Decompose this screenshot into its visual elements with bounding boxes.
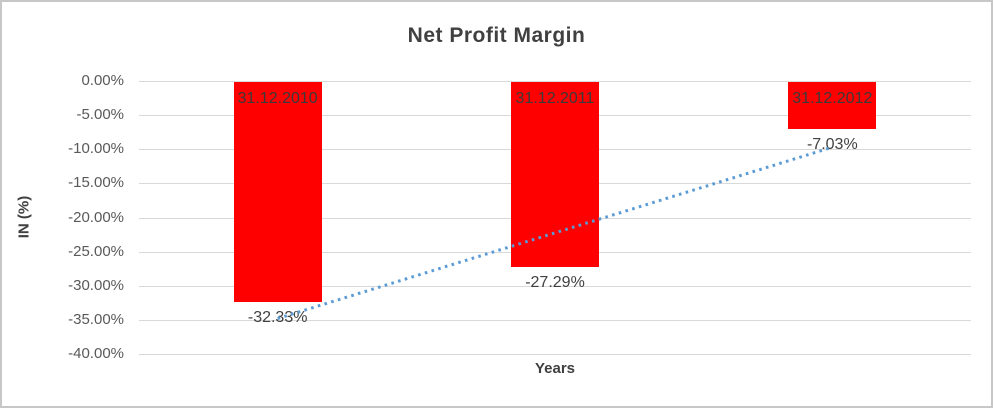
bar-category-label: 31.12.2010 [237, 90, 318, 107]
bar [233, 82, 322, 302]
y-axis-tick-label: -10.00% [68, 140, 124, 158]
y-axis-tick-label: -40.00% [68, 345, 124, 362]
y-axis-tick-label: -15.00% [68, 174, 124, 192]
gridline [139, 81, 971, 82]
y-axis-tick-label: -35.00% [68, 310, 124, 328]
bar-value-label: -27.29% [525, 274, 585, 292]
y-axis-tick-label: -30.00% [68, 276, 124, 294]
bar [788, 82, 877, 129]
y-axis-tick-label: -25.00% [68, 242, 124, 260]
bar-value-label: -32.33% [247, 308, 308, 326]
bar-category-label: 31.12.2012 [792, 90, 873, 107]
bar [511, 82, 599, 268]
y-axis-tick-label: -20.00% [68, 208, 124, 226]
bar-category-label: 31.12.2011 [515, 90, 595, 107]
chart-title: Net Profit Margin [407, 24, 586, 47]
gridline [139, 319, 971, 321]
y-axis-tick-label: -5.00% [76, 106, 124, 124]
gridline [139, 354, 971, 355]
bar-value-label: -7.03% [806, 135, 858, 153]
y-axis-tick-label: 0.00% [81, 72, 124, 89]
x-axis-title: Years [534, 360, 576, 377]
